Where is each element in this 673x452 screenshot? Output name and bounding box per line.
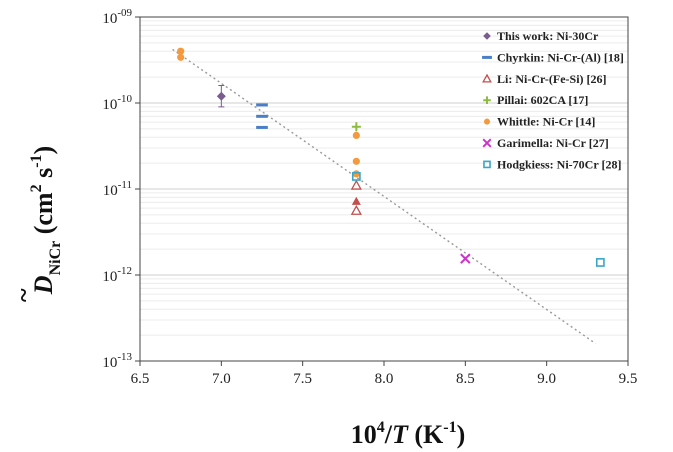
y-tick-label: 10-11 [103,179,132,199]
legend-entry: This work: Ni-30Cr [497,29,599,43]
legend-marker [482,138,492,148]
point-s3-p0 [351,196,361,205]
point-s6-p0 [460,253,471,264]
legend-marker [482,73,492,83]
x-tick-label: 8.0 [375,371,394,387]
legend-marker [483,160,491,169]
x-axis-title: 104/T (K-1) [351,419,466,449]
fit-line [172,48,596,345]
x-tick-label: 9.5 [619,371,638,387]
legend-entry: Pillai: 602CA [17] [497,93,588,107]
x-axis-title-unit-open: (K [408,420,444,449]
legend: This work: Ni-30Cr Chyrkin: Ni-Cr-(Al) [1… [482,29,624,171]
y-axis-title: DNiCr (cm2 s-1) ~ [9,146,64,302]
x-axis-ticks: 6.5 7.0 7.5 8.0 8.5 9.0 9.5 [131,361,638,387]
legend-entry: Chyrkin: Ni-Cr-(Al) [18] [497,50,624,64]
y-tick-label: 10-09 [102,7,132,27]
x-tick-label: 9.0 [537,371,556,387]
legend-entry: Garimella: Ni-Cr [27] [497,136,609,150]
y-axis-title-sup-m1: -1 [28,154,45,167]
y-axis-title-tilde: ~ [9,288,38,302]
y-axis-title-mid: s [29,168,58,185]
legend-marker [483,32,491,40]
y-axis-title-sup2: 2 [28,184,45,192]
point-s5-p1 [177,53,185,61]
point-s4-p0 [351,122,361,132]
legend-entry: Whittle: Ni-Cr [14] [497,115,595,129]
point-s5-p2 [352,131,360,140]
x-tick-label: 8.5 [456,371,475,387]
y-tick-label: 10-10 [102,93,132,113]
x-axis-title-unit-close: ) [457,420,466,449]
legend-marker [483,118,491,125]
y-axis-title-unit-close: ) [29,146,58,155]
x-axis-title-unit-sup: -1 [443,419,456,436]
x-tick-label: 6.5 [131,371,150,387]
data-points [177,47,605,267]
x-axis-title-slash: / [384,420,393,449]
y-axis-title-sub: NiCr [47,241,64,276]
fit-line-layer [172,48,596,345]
legend-entry: Hodgkiess: Ni-70Cr [28] [497,157,621,171]
point-s7-p0 [351,172,361,181]
y-axis-title-var: D [29,275,58,295]
y-tick-label: 10-13 [102,351,132,371]
point-s7-p1 [595,258,605,267]
x-tick-label: 7.0 [212,371,231,387]
point-s5-p0 [177,47,185,55]
point-s2-p1 [350,204,362,215]
x-axis-title-sup: 4 [377,419,385,436]
grid-lines [140,20,628,336]
legend-entry: Li: Ni-Cr-(Fe-Si) [26] [497,72,607,86]
x-axis-title-base: 10 [351,420,377,449]
y-axis-title-text: DNiCr (cm2 s-1) [28,146,64,295]
legend-marker [483,96,491,104]
y-tick-label: 10-12 [102,265,132,285]
point-s5-p4 [352,170,360,178]
y-axis-title-unit-open: (cm [29,192,58,241]
y-axis-ticks: 10-09 10-10 10-11 10-12 10-13 [102,7,140,371]
point-s0-p0 [216,91,226,101]
x-axis-title-var: T [392,420,409,449]
point-s5-p3 [352,157,360,165]
point-s2-p0 [350,179,362,190]
x-tick-label: 7.5 [293,371,312,387]
